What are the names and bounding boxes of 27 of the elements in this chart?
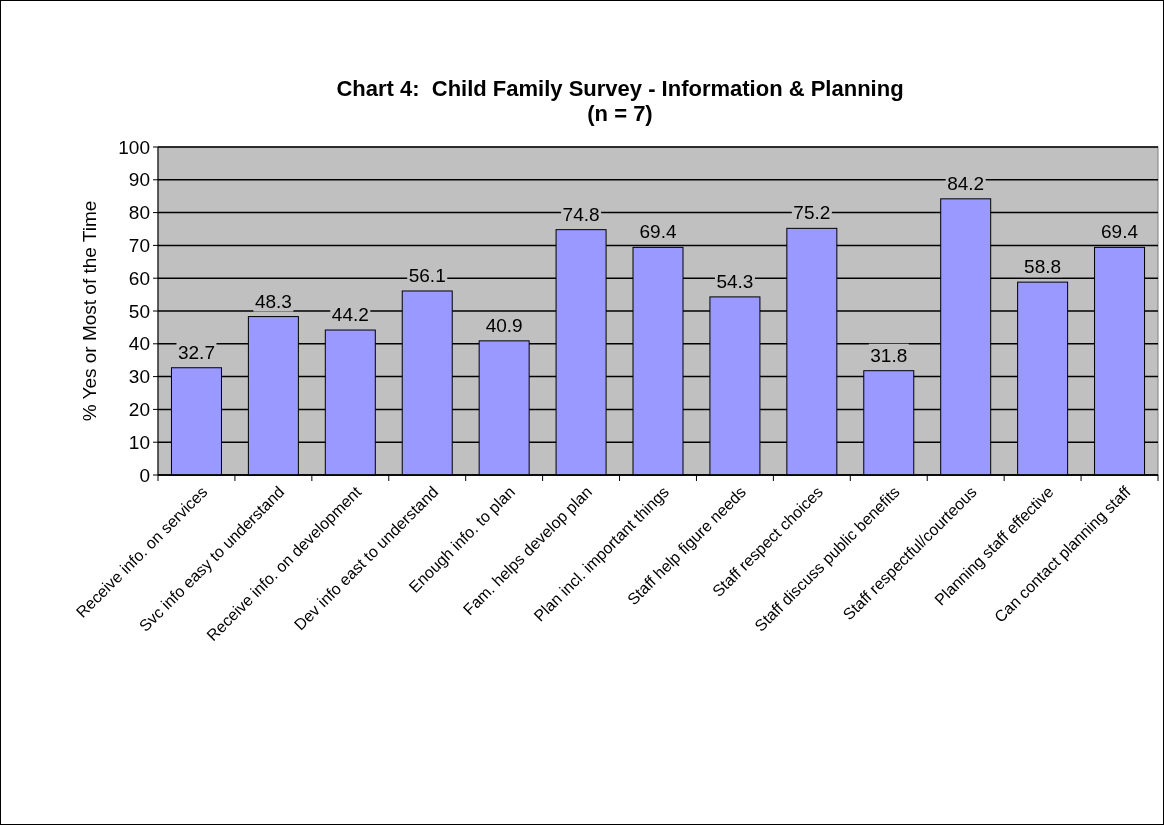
data-label: 84.2 (947, 172, 985, 194)
y-tick-label: 50 (128, 300, 150, 322)
y-tick-label: 100 (118, 136, 150, 158)
chart-title: Chart 4: Child Family Survey - Information & Planning (336, 76, 904, 101)
data-label: 69.4 (639, 221, 677, 243)
data-label: 75.2 (793, 202, 831, 224)
data-label: 69.4 (1101, 221, 1139, 243)
y-tick-label: 40 (128, 333, 150, 355)
y-tick-label: 10 (128, 431, 150, 453)
data-label: 58.8 (1024, 256, 1062, 278)
y-axis-title: % Yes or Most of the Time (79, 200, 100, 422)
y-tick-label: 80 (128, 202, 150, 224)
y-tick-label: 20 (128, 399, 150, 421)
data-label: 32.7 (177, 341, 215, 363)
data-label: 54.3 (716, 270, 754, 292)
data-label: 74.8 (562, 203, 600, 225)
data-label: 44.2 (331, 304, 369, 326)
y-tick-label: 60 (128, 267, 150, 289)
y-tick-label: 90 (128, 169, 150, 191)
data-label: 48.3 (254, 290, 292, 312)
data-label: 56.1 (408, 264, 446, 286)
y-tick-label: 0 (139, 464, 150, 486)
data-label: 31.8 (870, 344, 908, 366)
data-label: 40.9 (485, 314, 523, 336)
y-tick-label: 30 (128, 366, 150, 388)
chart-subtitle: (n = 7) (587, 101, 653, 126)
y-tick-label: 70 (128, 235, 150, 257)
